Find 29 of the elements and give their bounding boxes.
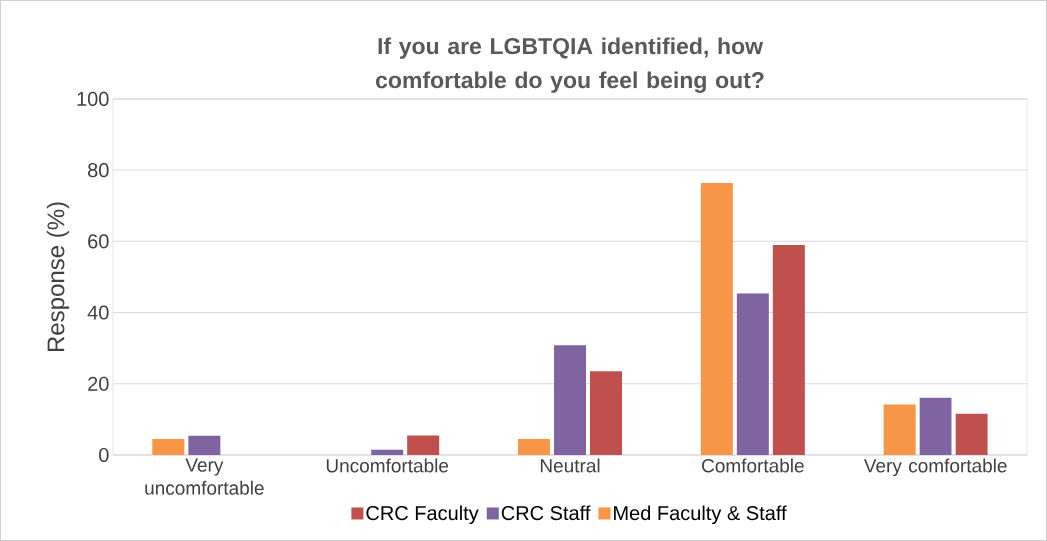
- legend-label: CRC Faculty: [366, 505, 479, 525]
- bar: [371, 449, 404, 456]
- bar: [919, 397, 952, 456]
- x-tick-label: Very uncomfortable: [145, 458, 264, 495]
- legend-label: CRC Staff: [501, 505, 591, 521]
- bar: [554, 345, 587, 456]
- bar: [955, 413, 988, 456]
- y-tick-label: 0: [99, 447, 109, 463]
- bar: [590, 371, 623, 456]
- bar: [152, 439, 185, 456]
- bar: [188, 435, 221, 456]
- y-tick-label: 20: [88, 376, 109, 391]
- x-tick-label: Very comfortable: [863, 458, 1007, 477]
- bar: [772, 244, 805, 456]
- x-tick-label: Neutral: [540, 458, 600, 473]
- x-tick-label: Comfortable: [702, 458, 804, 473]
- chart-title: If you are LGBTQIA identified, how comfortable do you feel being out?: [376, 37, 764, 93]
- y-tick-label: 100: [77, 91, 109, 107]
- y-tick-label: 80: [88, 163, 109, 178]
- y-tick-label: 40: [87, 305, 109, 320]
- bar: [407, 435, 440, 456]
- bar: [736, 293, 769, 456]
- bar: [700, 182, 733, 456]
- x-tick-label: Uncomfortable: [326, 458, 449, 473]
- y-tick-label: 60: [88, 234, 109, 249]
- y-axis-title: Response (%): [46, 202, 70, 352]
- legend-label: Med Faculty & Staff: [614, 505, 787, 525]
- bar: [518, 439, 551, 456]
- bar: [883, 404, 916, 456]
